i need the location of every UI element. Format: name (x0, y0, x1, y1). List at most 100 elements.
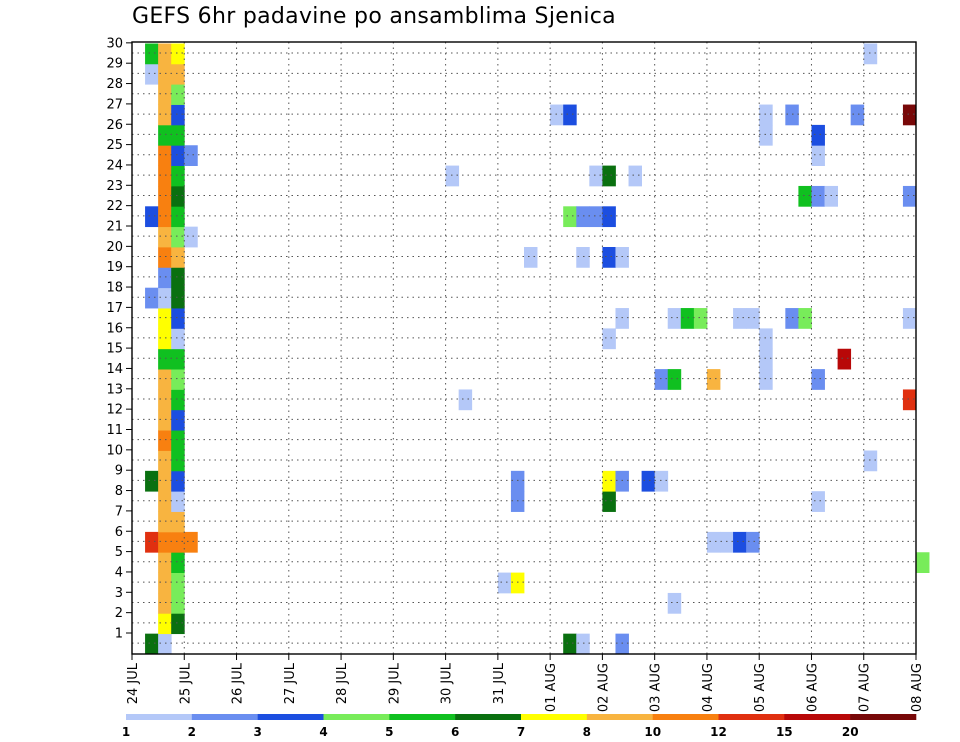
precip-cell (158, 185, 172, 207)
precip-cell (811, 369, 825, 390)
precip-cell (158, 43, 172, 65)
precip-cell (158, 104, 172, 126)
precip-cell (145, 470, 159, 492)
colorbar-swatch (323, 714, 390, 720)
precip-cell (759, 328, 773, 350)
precip-cell (171, 613, 185, 635)
precip-cell (602, 165, 616, 187)
colorbar-label: 20 (842, 725, 859, 739)
precip-cell (667, 369, 682, 390)
precip-cell (497, 572, 512, 594)
precip-cell (158, 409, 172, 431)
y-tick-label: 25 (106, 138, 123, 153)
precip-cell (145, 287, 159, 309)
y-tick-label: 9 (115, 464, 123, 479)
precip-cell (785, 308, 799, 329)
y-tick-label: 18 (106, 281, 123, 296)
precip-cell (158, 328, 172, 350)
colorbar-swatch (455, 714, 522, 720)
colorbar-label: 7 (517, 725, 525, 739)
precip-cell (615, 470, 629, 492)
colorbar-label: 12 (710, 725, 727, 739)
x-tick-label: 27 JUL (283, 662, 298, 704)
x-tick-label: 29 JUL (387, 662, 402, 704)
precip-cell (171, 592, 185, 614)
colorbar-swatch (718, 714, 785, 720)
precip-cell (171, 185, 185, 207)
precip-cell (746, 308, 760, 329)
precip-cell (171, 552, 185, 573)
precip-cell (863, 450, 878, 472)
x-tick-label: 24 JUL (126, 662, 141, 704)
precip-cell (785, 104, 799, 126)
precip-cell (158, 470, 172, 492)
precip-cell (902, 104, 917, 126)
precip-cell (158, 450, 172, 472)
colorbar-swatch (850, 714, 917, 720)
precip-cell (158, 491, 172, 512)
precip-cell (171, 430, 185, 451)
precip-cell (171, 165, 185, 187)
precip-cell (602, 491, 616, 512)
precip-cell (706, 531, 721, 553)
precip-cell (158, 247, 172, 268)
y-tick-label: 19 (106, 260, 123, 275)
y-tick-label: 14 (106, 362, 123, 377)
precip-cell (171, 328, 185, 350)
x-tick-label: 06 AUG (806, 663, 821, 712)
precip-cell (158, 226, 172, 248)
y-tick-label: 30 (106, 36, 123, 51)
precip-cell (550, 104, 564, 126)
x-tick-label: 02 AUG (596, 663, 611, 712)
precip-cell (158, 287, 172, 309)
precip-cell (654, 470, 669, 492)
precip-cell (759, 104, 773, 126)
precip-cell (811, 145, 825, 166)
precip-cell (158, 206, 172, 228)
precip-cell (171, 226, 185, 248)
y-tick-label: 2 (115, 606, 123, 621)
colorbar-swatch (784, 714, 851, 720)
precip-cell (798, 308, 812, 329)
precip-cell (184, 226, 198, 248)
colorbar-swatch (191, 714, 258, 720)
precip-cell (158, 430, 172, 451)
precip-cell (171, 491, 185, 512)
precip-cell (641, 470, 656, 492)
precip-cell (158, 348, 172, 370)
x-axis: 24 JUL 25 JUL 26 JUL 27 JUL 28 JUL 29 JUL 30 J… (126, 654, 925, 712)
colorbar-label: 4 (319, 725, 327, 739)
colorbar-label: 8 (583, 725, 591, 739)
precip-cell (171, 287, 185, 309)
precip-cell (158, 531, 172, 553)
y-tick-label: 15 (106, 342, 123, 357)
precip-cell (171, 247, 185, 268)
precip-cell (759, 369, 773, 390)
y-tick-label: 22 (106, 199, 123, 214)
x-tick-label: 26 JUL (231, 662, 246, 704)
precip-cell (145, 43, 159, 65)
precip-cell (158, 633, 172, 655)
precip-cell (158, 552, 172, 573)
colorbar-swatch (652, 714, 719, 720)
colorbar: 1 2 3 4 5 6 7 8 10 12 15 20 (122, 714, 917, 739)
x-tick-label: 07 AUG (858, 663, 873, 712)
precip-cell (145, 206, 159, 228)
precip-cell (902, 308, 917, 329)
precip-cell (798, 185, 812, 207)
precip-cell (171, 470, 185, 492)
y-tick-label: 16 (106, 321, 123, 336)
y-tick-label: 28 (106, 77, 123, 92)
x-tick-label: 28 JUL (335, 662, 350, 704)
colorbar-swatch (521, 714, 588, 720)
y-tick-label: 27 (106, 97, 123, 112)
precip-cell (171, 63, 185, 85)
precip-cell (759, 124, 773, 146)
y-tick-label: 17 (106, 301, 123, 316)
precip-cell (654, 369, 669, 390)
precip-cell (171, 104, 185, 126)
precip-cell (158, 145, 172, 166)
precip-cell (602, 470, 616, 492)
precip-cell (680, 308, 695, 329)
